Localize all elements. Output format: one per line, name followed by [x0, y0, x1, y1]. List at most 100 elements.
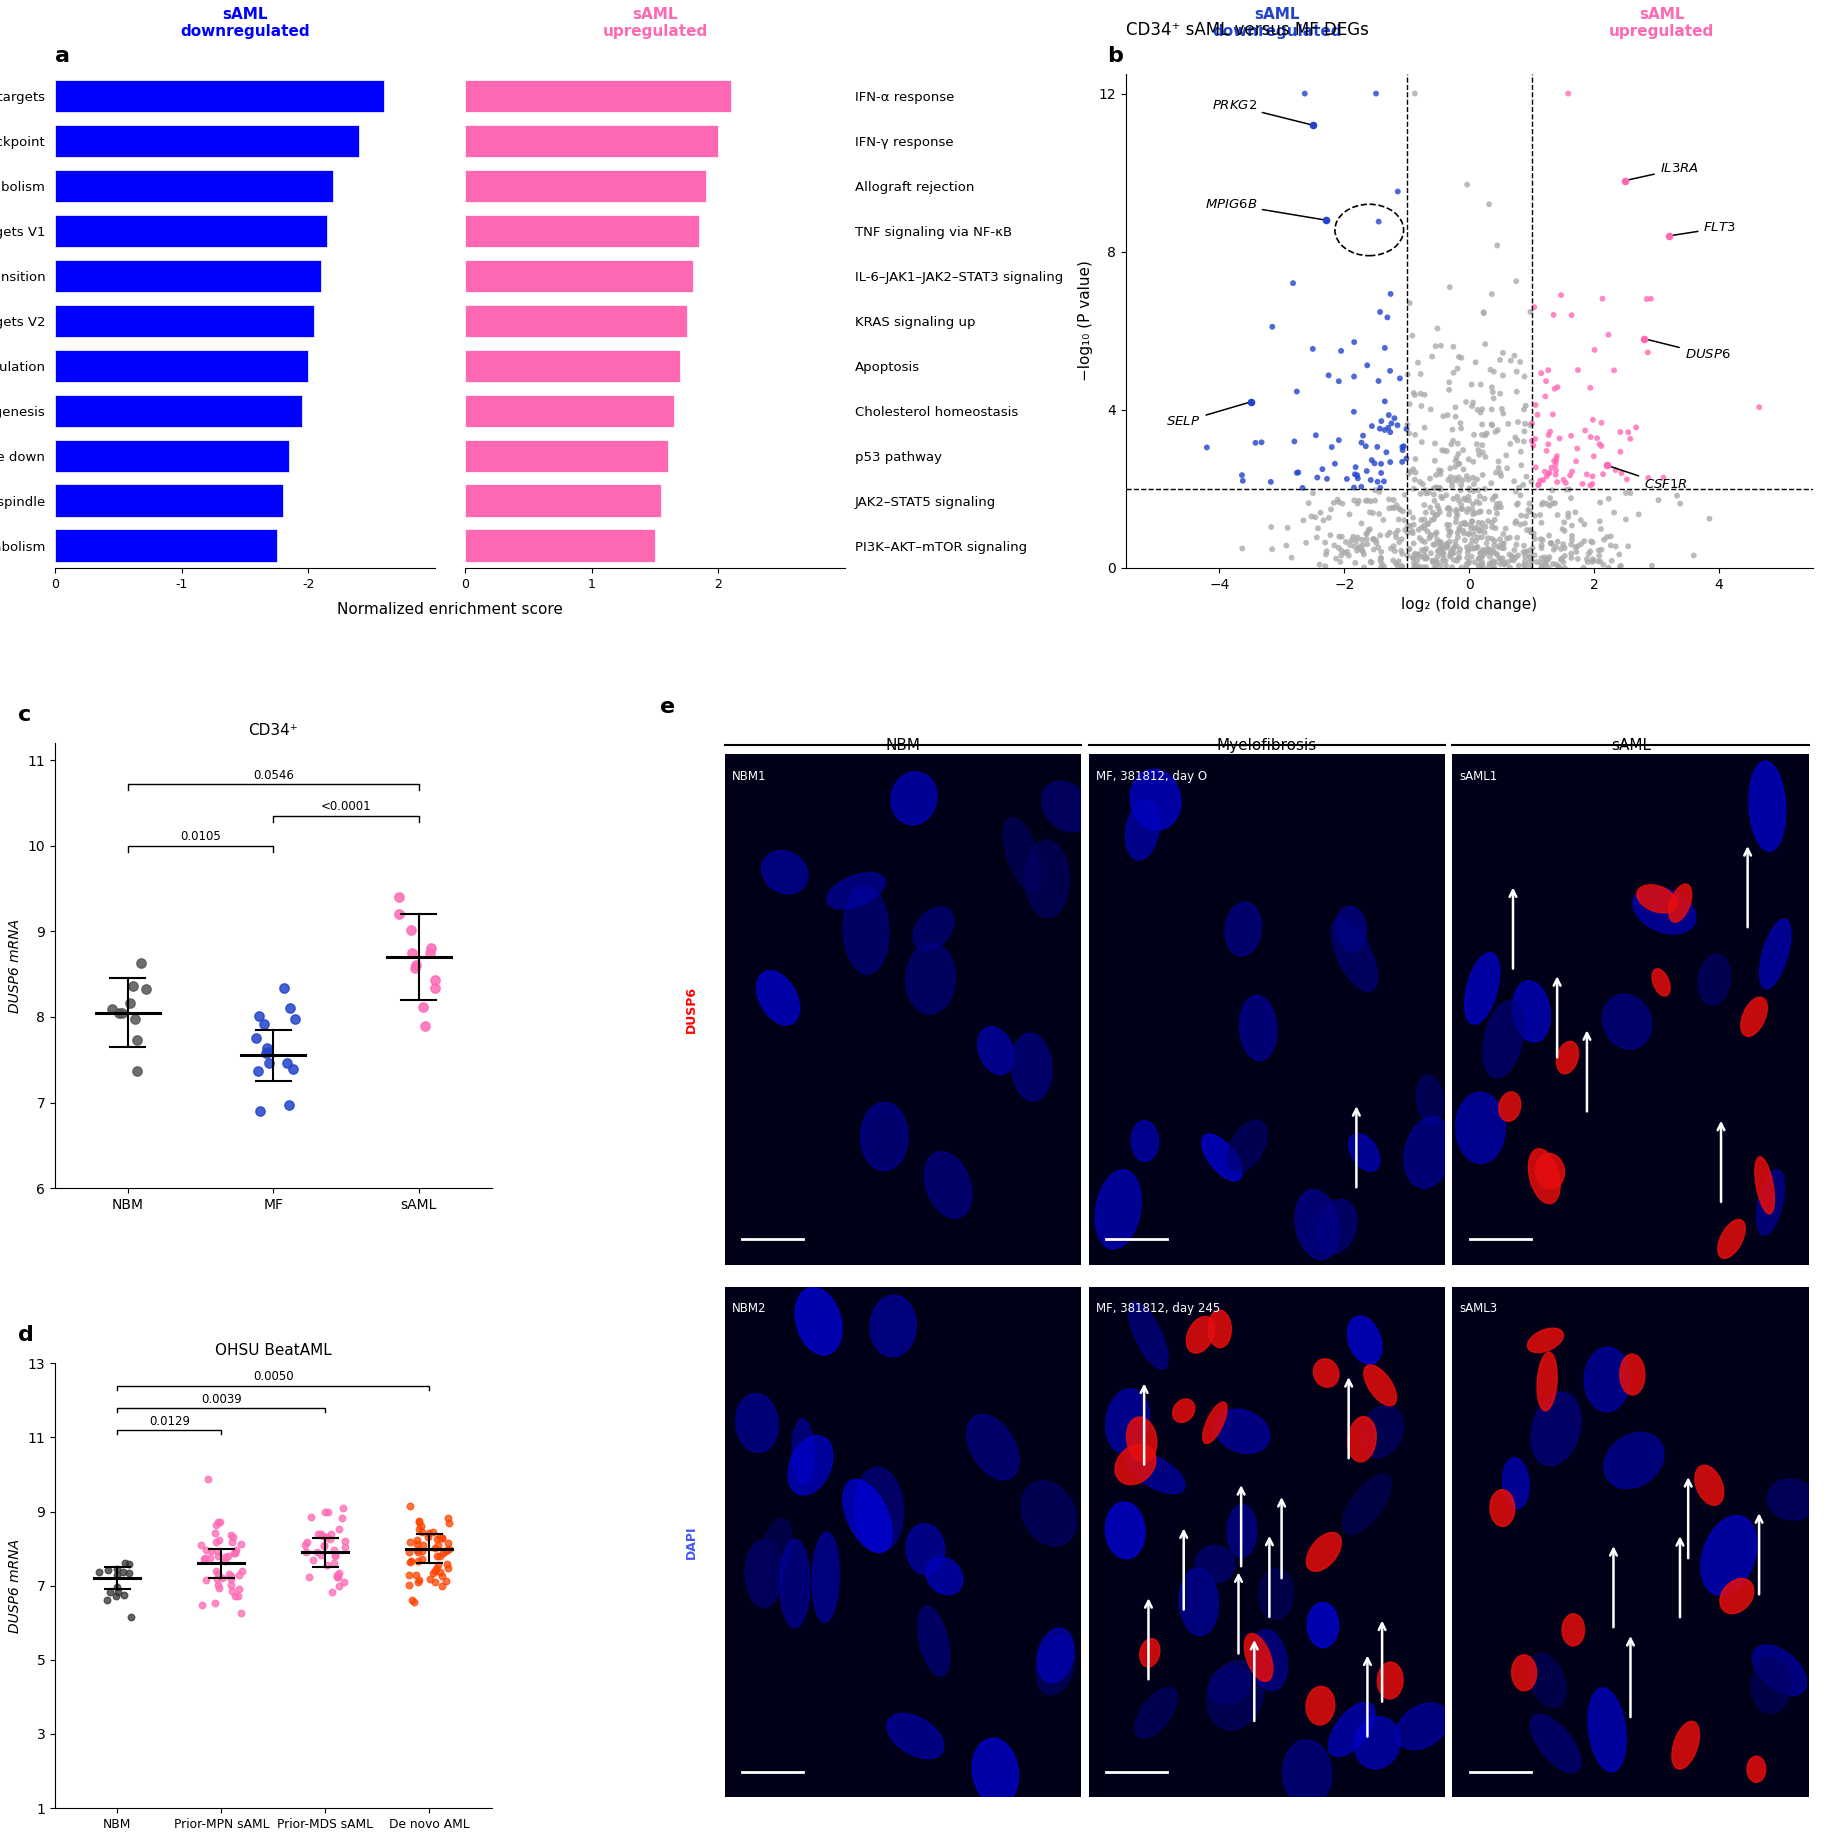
- Point: [1491, 524, 1521, 553]
- Point: [1427, 546, 1457, 576]
- Point: [1338, 397, 1367, 426]
- Text: $\it{SELP}$: $\it{SELP}$: [1166, 402, 1248, 428]
- Point: [1577, 544, 1607, 574]
- Point: [1378, 546, 1407, 576]
- Point: [1517, 546, 1546, 576]
- Ellipse shape: [1135, 1688, 1177, 1738]
- Point: [102, 1553, 132, 1583]
- Point: [1422, 524, 1451, 553]
- Ellipse shape: [1632, 887, 1695, 934]
- Point: [1440, 452, 1469, 482]
- Point: [1334, 500, 1363, 530]
- Ellipse shape: [1363, 1365, 1396, 1406]
- Point: [1468, 542, 1497, 572]
- Point: [1409, 413, 1438, 443]
- Point: [311, 1496, 340, 1526]
- Point: [1548, 507, 1577, 537]
- Point: [1546, 280, 1576, 310]
- Title: OHSU BeatAML: OHSU BeatAML: [214, 1343, 331, 1358]
- Point: [1636, 284, 1665, 314]
- Point: [1510, 546, 1539, 576]
- Point: [1409, 491, 1438, 520]
- Point: [1519, 518, 1548, 548]
- Point: [1431, 530, 1460, 559]
- Point: [1426, 533, 1455, 563]
- Point: [1530, 367, 1559, 397]
- Point: [1466, 550, 1495, 579]
- Point: [1255, 467, 1285, 496]
- Point: [1411, 552, 1440, 581]
- Point: [102, 1577, 132, 1607]
- Point: [1457, 506, 1486, 535]
- Point: [1590, 450, 1620, 480]
- Point: [1325, 541, 1354, 570]
- Point: [1327, 489, 1356, 518]
- Point: [242, 1024, 271, 1053]
- Point: [1310, 528, 1340, 557]
- Point: [1394, 419, 1424, 448]
- Point: [1369, 415, 1398, 445]
- Point: [1448, 494, 1477, 524]
- Point: [322, 1561, 351, 1590]
- Point: [395, 915, 425, 945]
- Point: [93, 1555, 123, 1585]
- Point: [1477, 524, 1506, 553]
- Point: [1473, 552, 1502, 581]
- Point: [329, 1566, 359, 1596]
- Point: [1387, 539, 1416, 568]
- Point: [395, 1528, 425, 1557]
- Point: [1468, 552, 1497, 581]
- Point: [1453, 520, 1482, 550]
- Ellipse shape: [1305, 1686, 1334, 1725]
- Point: [318, 1548, 348, 1577]
- Point: [1299, 502, 1329, 531]
- Point: [1255, 513, 1285, 542]
- Point: [1521, 452, 1550, 482]
- Point: [1442, 522, 1471, 552]
- Point: [1559, 498, 1588, 528]
- Ellipse shape: [1601, 994, 1651, 1050]
- Point: [1358, 498, 1387, 528]
- Point: [1451, 533, 1480, 563]
- Point: [1310, 552, 1340, 581]
- Point: [1523, 470, 1552, 500]
- Point: [1356, 465, 1385, 494]
- Text: <0.0001: <0.0001: [320, 801, 371, 814]
- Point: [408, 1530, 437, 1559]
- Point: [280, 1004, 309, 1033]
- Point: [1526, 358, 1556, 387]
- Point: [1374, 446, 1404, 476]
- Point: [1577, 406, 1607, 435]
- Point: [1508, 537, 1537, 566]
- Point: [1372, 520, 1402, 550]
- Point: [1314, 504, 1343, 533]
- Point: [401, 950, 430, 980]
- Point: [1482, 231, 1512, 260]
- Point: [1576, 470, 1605, 500]
- Ellipse shape: [869, 1114, 900, 1164]
- Point: [1354, 515, 1383, 544]
- Point: [1515, 410, 1545, 439]
- Point: [1519, 292, 1548, 321]
- Point: [1541, 531, 1570, 561]
- Point: [121, 1004, 150, 1033]
- Point: [1464, 544, 1493, 574]
- Point: [1422, 546, 1451, 576]
- Point: [1424, 498, 1453, 528]
- Point: [1305, 498, 1334, 528]
- Point: [1418, 548, 1448, 577]
- Point: [1327, 522, 1356, 552]
- Point: [1332, 465, 1362, 494]
- Point: [95, 1577, 124, 1607]
- Point: [1475, 354, 1504, 384]
- Ellipse shape: [1041, 780, 1089, 832]
- Point: [313, 1550, 342, 1579]
- Point: [309, 1531, 339, 1561]
- Point: [1534, 542, 1563, 572]
- Point: [1528, 552, 1557, 581]
- Point: [1546, 544, 1576, 574]
- Ellipse shape: [1125, 1452, 1184, 1493]
- Point: [1451, 542, 1480, 572]
- Point: [415, 1565, 445, 1594]
- Text: NBM1: NBM1: [732, 769, 765, 782]
